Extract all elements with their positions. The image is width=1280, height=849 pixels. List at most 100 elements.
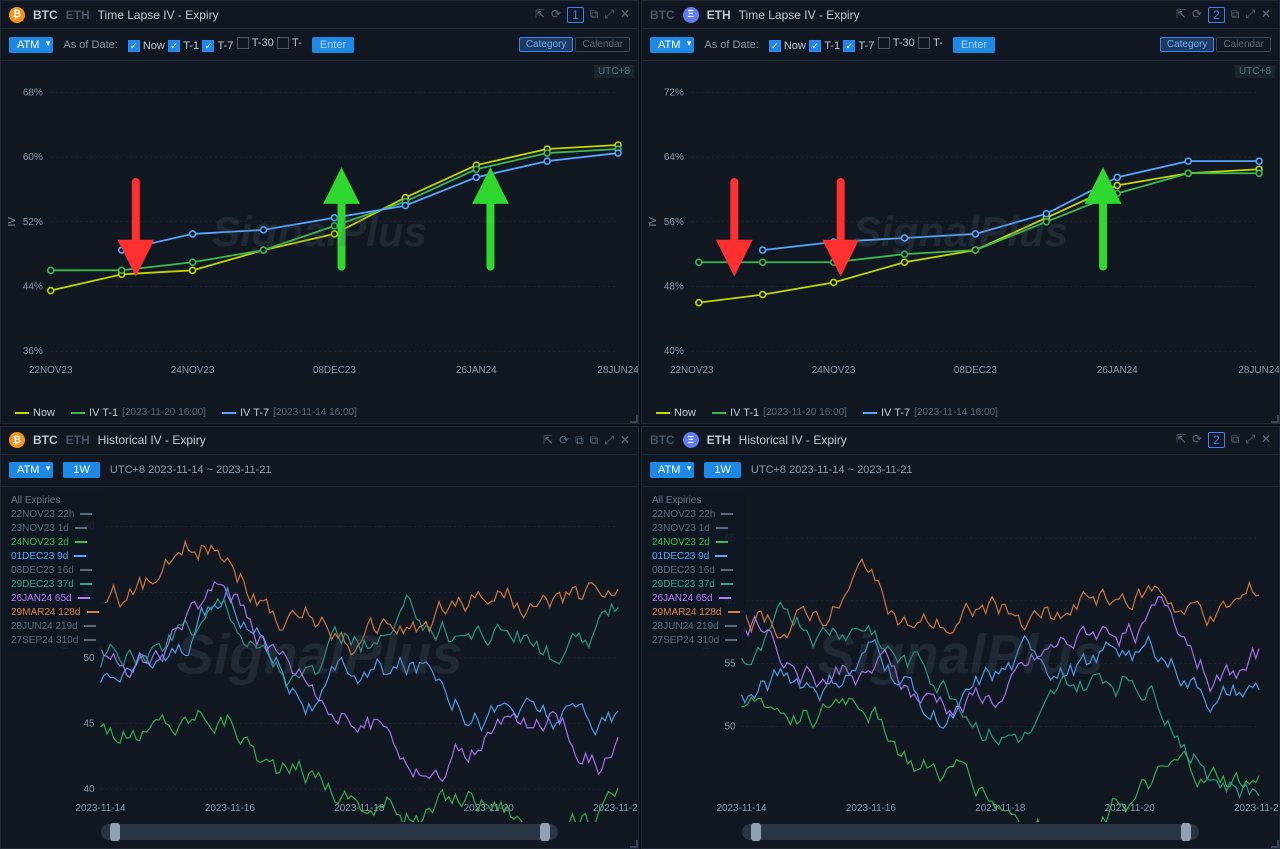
- close-icon[interactable]: ✕: [1261, 432, 1271, 448]
- svg-text:IV: IV: [7, 217, 18, 227]
- legend-item[interactable]: IV T-1[2023-11-20 16:00]: [712, 407, 847, 419]
- tab-eth[interactable]: ETH: [707, 433, 731, 447]
- external-link-icon[interactable]: ⇱: [1176, 432, 1186, 448]
- checkbox-t-7[interactable]: ✓T-7: [202, 40, 233, 52]
- expiry-item[interactable]: 22NOV23 22h: [11, 509, 99, 520]
- svg-text:08DEC23: 08DEC23: [954, 365, 998, 376]
- legend-item[interactable]: Now: [15, 407, 55, 419]
- title-icons: ⇱ ⟳ 1 ⧉ ⤢ ✕: [535, 7, 630, 23]
- expiry-item[interactable]: 23NOV23 1d: [11, 523, 99, 534]
- expand-icon[interactable]: ⤢: [604, 7, 614, 23]
- checkbox-t-1[interactable]: ✓T-1: [809, 40, 840, 52]
- external-link-icon[interactable]: ⇱: [543, 433, 553, 448]
- checkbox-t-30[interactable]: T-30: [878, 37, 915, 49]
- atm-dropdown[interactable]: ATM: [9, 37, 53, 53]
- slider-thumb-right[interactable]: [540, 823, 550, 841]
- tab-btc[interactable]: BTC: [650, 433, 675, 447]
- expiry-item[interactable]: 24NOV23 2d: [11, 537, 99, 548]
- svg-text:28JUN24: 28JUN24: [1238, 365, 1279, 376]
- expiry-item[interactable]: 08DEC23 16d: [652, 565, 740, 576]
- legend-item[interactable]: Now: [656, 407, 696, 419]
- checkbox-t-7[interactable]: ✓T-7: [843, 40, 874, 52]
- expiry-item[interactable]: 28JUN24 219d: [652, 621, 740, 632]
- slider-thumb-left[interactable]: [110, 823, 120, 841]
- time-slider[interactable]: [742, 824, 1199, 840]
- svg-text:48%: 48%: [664, 281, 684, 292]
- svg-text:2023-11-16: 2023-11-16: [846, 803, 897, 814]
- checkbox-now[interactable]: ✓Now: [128, 40, 165, 52]
- slider-thumb-left[interactable]: [751, 823, 761, 841]
- tab-btc[interactable]: BTC: [33, 433, 58, 447]
- tab-eth[interactable]: ETH: [66, 8, 90, 22]
- refresh-icon[interactable]: ⟳: [1192, 432, 1202, 448]
- expiry-item[interactable]: 26JAN24 65d: [652, 593, 740, 604]
- external-link-icon[interactable]: ⇱: [1176, 7, 1186, 23]
- resize-handle[interactable]: [630, 415, 638, 423]
- atm-dropdown[interactable]: ATM: [650, 462, 694, 478]
- legend-item[interactable]: IV T-7[2023-11-14 16:00]: [222, 407, 357, 419]
- tab-eth[interactable]: ETH: [707, 8, 731, 22]
- expiry-item[interactable]: 29DEC23 37d: [11, 579, 99, 590]
- atm-dropdown[interactable]: ATM: [9, 462, 53, 478]
- legend-item[interactable]: IV T-7[2023-11-14 16:00]: [863, 407, 998, 419]
- expiry-item[interactable]: 23NOV23 1d: [652, 523, 740, 534]
- checkbox-now[interactable]: ✓Now: [769, 40, 806, 52]
- expiry-item[interactable]: 29DEC23 37d: [652, 579, 740, 590]
- close-icon[interactable]: ✕: [1261, 7, 1271, 23]
- copy2-icon[interactable]: ⧉: [590, 433, 599, 448]
- resize-handle[interactable]: [630, 840, 638, 848]
- refresh-icon[interactable]: ⟳: [551, 7, 561, 23]
- atm-dropdown[interactable]: ATM: [650, 37, 694, 53]
- legend: Now IV T-1[2023-11-20 16:00] IV T-7[2023-1…: [1, 403, 638, 423]
- expiry-item[interactable]: 29MAR24 128d: [652, 607, 740, 618]
- expiry-item[interactable]: 28JUN24 219d: [11, 621, 99, 632]
- copy-icon[interactable]: ⧉: [1231, 432, 1240, 448]
- svg-text:28JUN24: 28JUN24: [597, 365, 638, 376]
- copy-icon[interactable]: ⧉: [1231, 7, 1240, 23]
- refresh-icon[interactable]: ⟳: [559, 433, 569, 448]
- expiry-legend: All Expiries22NOV23 22h23NOV23 1d24NOV23…: [5, 491, 105, 650]
- expiry-item[interactable]: 27SEP24 310d: [652, 635, 740, 646]
- copy-icon[interactable]: ⧉: [575, 433, 584, 448]
- close-icon[interactable]: ✕: [620, 433, 630, 448]
- timeframe-button[interactable]: 1W: [63, 462, 100, 478]
- category-toggle[interactable]: Category: [519, 37, 574, 52]
- expand-icon[interactable]: ⤢: [1245, 432, 1255, 448]
- tab-btc[interactable]: BTC: [33, 8, 58, 22]
- refresh-icon[interactable]: ⟳: [1192, 7, 1202, 23]
- enter-button[interactable]: Enter: [312, 37, 354, 53]
- legend: Now IV T-1[2023-11-20 16:00] IV T-7[2023-1…: [642, 403, 1279, 423]
- external-link-icon[interactable]: ⇱: [535, 7, 545, 23]
- slider-thumb-right[interactable]: [1181, 823, 1191, 841]
- resize-handle[interactable]: [1271, 415, 1279, 423]
- svg-text:08DEC23: 08DEC23: [313, 365, 357, 376]
- expiry-item[interactable]: 01DEC23 9d: [652, 551, 740, 562]
- checkbox-t-1[interactable]: ✓T-1: [168, 40, 199, 52]
- resize-handle[interactable]: [1271, 840, 1279, 848]
- time-slider[interactable]: [101, 824, 558, 840]
- enter-button[interactable]: Enter: [953, 37, 995, 53]
- copy-icon[interactable]: ⧉: [590, 7, 599, 23]
- expiry-item[interactable]: 26JAN24 65d: [11, 593, 99, 604]
- expiry-item[interactable]: 27SEP24 310d: [11, 635, 99, 646]
- expand-icon[interactable]: ⤢: [604, 433, 614, 448]
- timeframe-button[interactable]: 1W: [704, 462, 741, 478]
- legend-item[interactable]: IV T-1[2023-11-20 16:00]: [71, 407, 206, 419]
- controls-row: ATM 1W UTC+8 2023-11-14 ~ 2023-11-21: [1, 455, 638, 487]
- tab-btc[interactable]: BTC: [650, 8, 675, 22]
- expiry-item[interactable]: 22NOV23 22h: [652, 509, 740, 520]
- category-toggle[interactable]: Category: [1160, 37, 1215, 52]
- tab-eth[interactable]: ETH: [66, 433, 90, 447]
- expiry-item[interactable]: 24NOV23 2d: [652, 537, 740, 548]
- checkbox-t-30[interactable]: T-30: [237, 37, 274, 49]
- calendar-toggle[interactable]: Calendar: [575, 37, 630, 52]
- checkbox-t-[interactable]: T-: [918, 37, 943, 49]
- expiry-item[interactable]: 01DEC23 9d: [11, 551, 99, 562]
- titlebar: BTC Ξ ETH Time Lapse IV - Expiry ⇱ ⟳ 2 ⧉…: [642, 1, 1279, 29]
- expiry-item[interactable]: 08DEC23 16d: [11, 565, 99, 576]
- close-icon[interactable]: ✕: [620, 7, 630, 23]
- calendar-toggle[interactable]: Calendar: [1216, 37, 1271, 52]
- expand-icon[interactable]: ⤢: [1245, 7, 1255, 23]
- expiry-item[interactable]: 29MAR24 128d: [11, 607, 99, 618]
- checkbox-t-[interactable]: T-: [277, 37, 302, 49]
